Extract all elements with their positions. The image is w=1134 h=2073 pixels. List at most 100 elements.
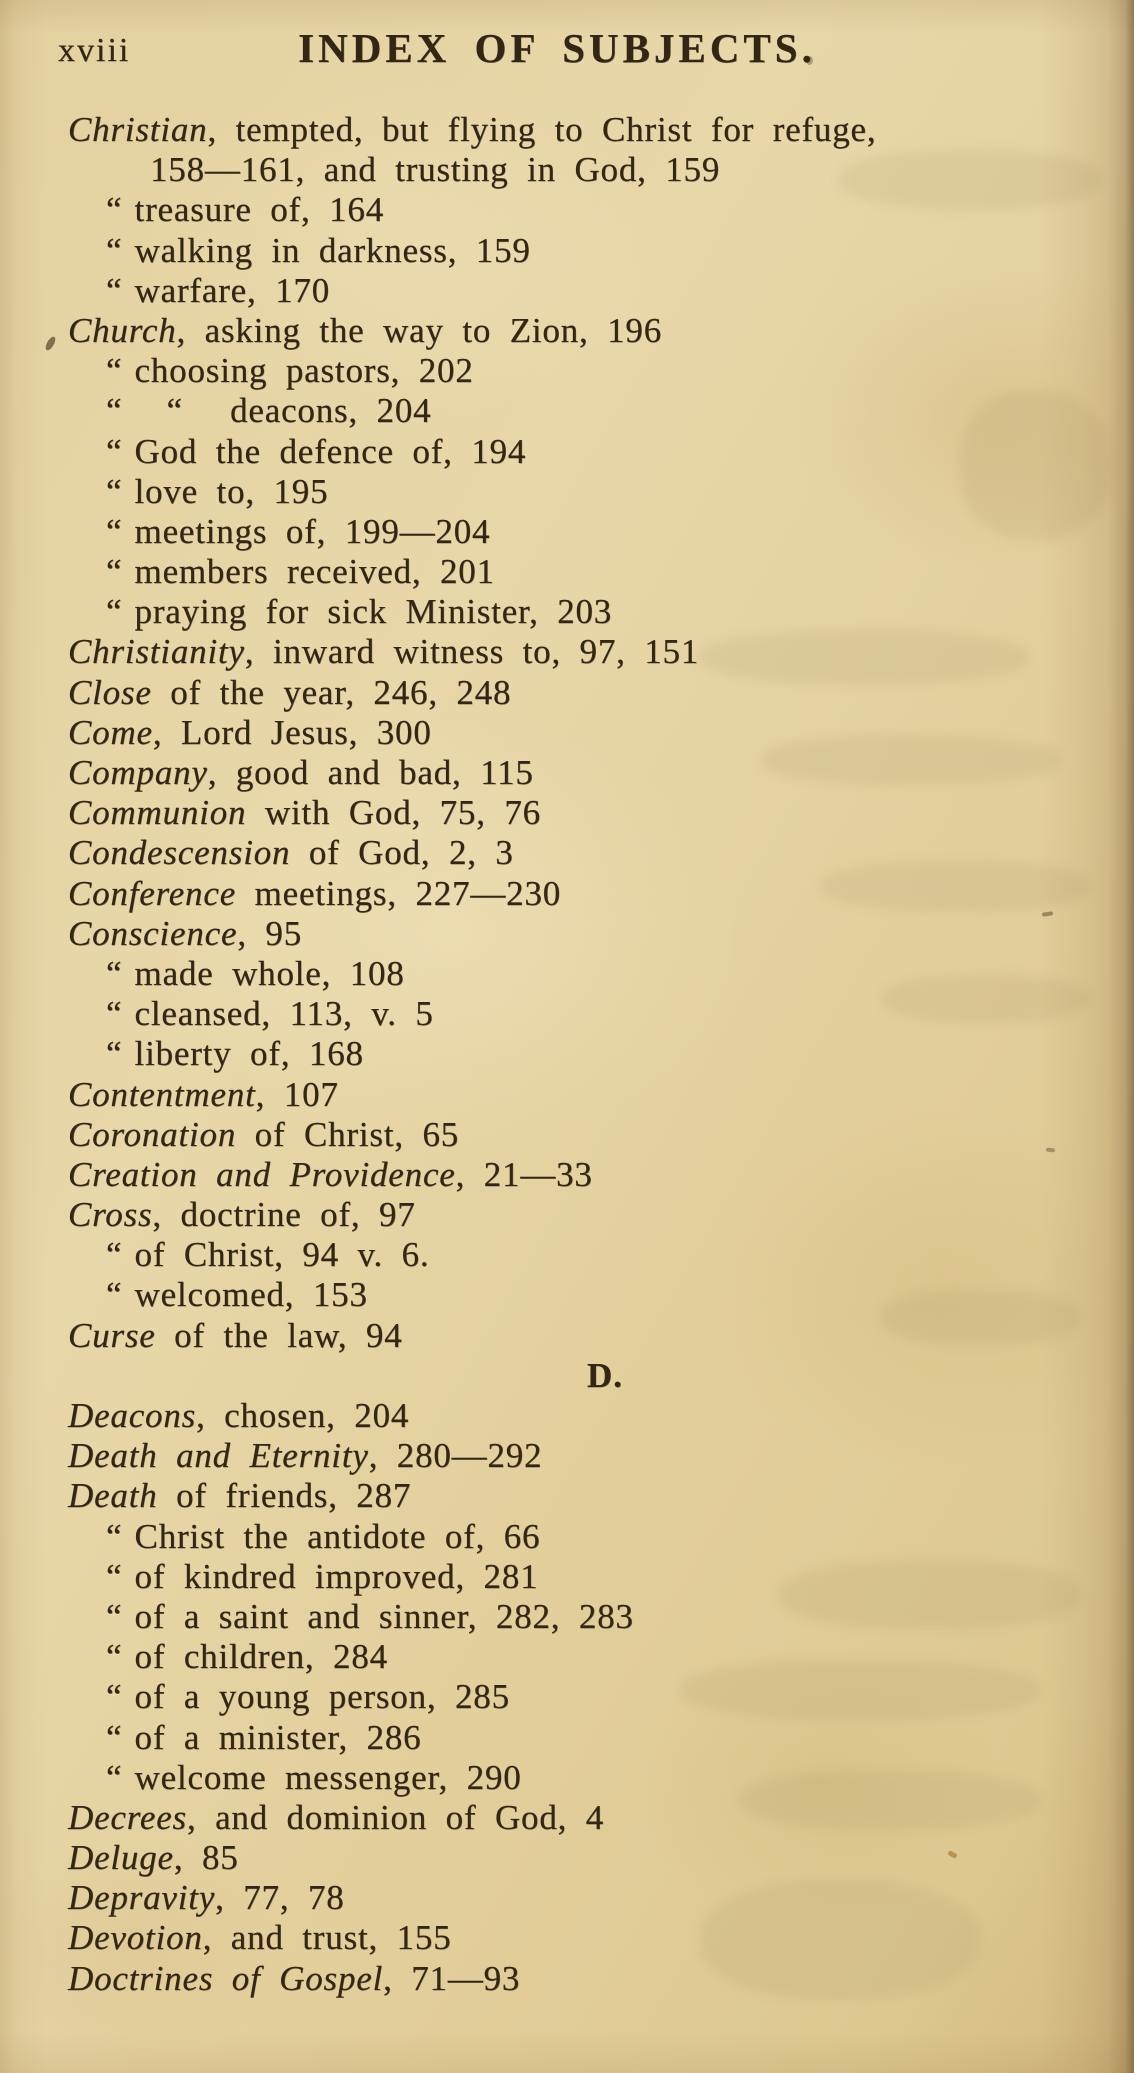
entry-text: members received, 201 — [134, 552, 495, 592]
index-entry: Conscience, 95 — [68, 914, 1094, 954]
entry-text: of a young person, 285 — [134, 1677, 510, 1717]
entry-headword: Deacons — [68, 1396, 197, 1435]
ditto-mark: “ — [106, 1717, 122, 1757]
entry-text: , and trust, 155 — [202, 1918, 452, 1958]
entry-text: meetings of, 199—204 — [134, 511, 491, 551]
entry-text: welcome messenger, 290 — [134, 1757, 522, 1797]
ditto-mark: “ — [106, 1677, 122, 1717]
index-entry: Cross, doctrine of, 97 — [68, 1195, 1094, 1235]
index-entry: “ praying for sick Minister, 203 — [68, 592, 1094, 632]
page-header: xviii INDEX OF SUBJECTS. — [0, 24, 1134, 80]
index-entry: “ “ deacons, 204 — [68, 391, 1094, 431]
entry-text: deacons, 204 — [230, 391, 432, 431]
entry-headword: Come — [68, 712, 153, 752]
entry-text: , tempted, but flying to Christ for refu… — [207, 110, 877, 149]
entry-text: , inward witness to, 97, 151 — [244, 632, 700, 672]
section-heading: D. — [586, 1355, 624, 1395]
ditto-mark: “ — [106, 351, 122, 391]
index-entry: Coronation of Christ, 65 — [68, 1115, 1094, 1155]
index-entry: “ of children, 284 — [68, 1637, 1094, 1677]
index-entry: “ walking in darkness, 159 — [68, 231, 1094, 271]
entry-text: warfare, 170 — [134, 270, 330, 310]
entry-text: , Lord Jesus, 300 — [152, 712, 432, 752]
entry-text: , 85 — [173, 1838, 239, 1878]
entry-text: , 95 — [237, 913, 303, 953]
entry-headword: Doctrines of Gospel — [68, 1958, 384, 1998]
entry-headword: Deluge — [68, 1838, 174, 1878]
entry-text: , doctrine of, 97 — [152, 1195, 416, 1235]
ditto-mark: “ — [106, 270, 122, 310]
index-entry: “ warfare, 170 — [68, 271, 1094, 311]
entry-text: of Christ, 65 — [236, 1114, 460, 1154]
index-entry: Depravity, 77, 78 — [68, 1878, 1094, 1918]
entry-text: cleansed, 113, v. 5 — [134, 994, 434, 1034]
index-entry: Doctrines of Gospel, 71—93 — [68, 1959, 1094, 1999]
ditto-mark: “ — [106, 1757, 122, 1797]
ditto-mark: “ — [106, 431, 122, 471]
index-entry: Decrees, and dominion of God, 4 — [68, 1798, 1094, 1838]
entry-text: of a saint and sinner, 282, 283 — [134, 1596, 634, 1636]
index-list: Christian, tempted, but flying to Christ… — [68, 110, 1094, 1999]
ditto-mark: “ — [106, 1556, 122, 1596]
ditto-mark: “ — [106, 1275, 122, 1315]
entry-text: , asking the way to Zion, 196 — [176, 310, 662, 350]
entry-headword: Church — [68, 310, 177, 350]
entry-headword: Condescension — [68, 833, 291, 873]
index-entry: “ welcome messenger, 290 — [68, 1758, 1094, 1798]
entry-text: liberty of, 168 — [134, 1034, 364, 1074]
ditto-mark: “ — [106, 1516, 122, 1556]
entry-text: walking in darkness, 159 — [134, 230, 531, 270]
entry-text: , 77, 78 — [215, 1878, 345, 1918]
index-entry: “ liberty of, 168 — [68, 1034, 1094, 1074]
entry-text: of the law, 94 — [155, 1315, 403, 1355]
index-entry: Christianity, inward witness to, 97, 151 — [68, 632, 1094, 672]
entry-headword: Death — [68, 1476, 158, 1516]
entry-headword: Conference — [68, 873, 237, 913]
entry-headword: Communion — [68, 793, 247, 833]
ditto-mark: “ — [106, 552, 122, 592]
entry-headword: Contentment — [68, 1074, 256, 1114]
entry-text: with God, 75, 76 — [246, 793, 541, 833]
page-title: INDEX OF SUBJECTS. — [298, 25, 816, 71]
index-entry: “ of Christ, 94 v. 6. — [68, 1235, 1094, 1275]
index-entry: Come, Lord Jesus, 300 — [68, 713, 1094, 753]
index-entry: “ cleansed, 113, v. 5 — [68, 994, 1094, 1034]
ditto-mark: “ — [106, 511, 122, 551]
index-entry: “ meetings of, 199—204 — [68, 512, 1094, 552]
entry-text: love to, 195 — [134, 471, 329, 511]
entry-headword: Cross — [68, 1195, 153, 1235]
entry-text: 158—161, and trusting in God, 159 — [150, 150, 721, 190]
entry-headword: Christianity — [68, 632, 245, 672]
index-entry: Condescension of God, 2, 3 — [68, 833, 1094, 873]
entry-headword: Devotion — [68, 1918, 203, 1958]
entry-text: of kindred improved, 281 — [134, 1556, 539, 1596]
index-entry: “ of a minister, 286 — [68, 1718, 1094, 1758]
index-entry: “ of a saint and sinner, 282, 283 — [68, 1597, 1094, 1637]
entry-headword: Depravity — [68, 1878, 216, 1918]
entry-text: of friends, 287 — [157, 1476, 412, 1516]
ditto-mark: “ — [106, 1235, 122, 1275]
entry-text: , 71—93 — [383, 1958, 521, 1998]
ditto-mark: “ — [106, 1034, 122, 1074]
index-entry: Church, asking the way to Zion, 196 — [68, 311, 1094, 351]
entry-text: God the defence of, 194 — [134, 431, 527, 471]
ditto-mark: “ — [106, 391, 122, 431]
entry-headword: Conscience — [68, 913, 238, 953]
index-entry: Conference meetings, 227—230 — [68, 874, 1094, 914]
index-entry: “ Christ the antidote of, 66 — [68, 1517, 1094, 1557]
entry-text: of God, 2, 3 — [290, 833, 514, 873]
index-entry: “ choosing pastors, 202 — [68, 351, 1094, 391]
entry-text: , 280—292 — [368, 1436, 543, 1476]
ditto-mark: “ — [106, 592, 122, 632]
index-entry: “ made whole, 108 — [68, 954, 1094, 994]
entry-headword: Company — [68, 753, 208, 792]
index-entry: “ God the defence of, 194 — [68, 432, 1094, 472]
entry-headword: Creation and Providence — [68, 1154, 456, 1194]
ditto-mark: “ — [106, 1596, 122, 1636]
entry-text: meetings, 227—230 — [236, 873, 562, 913]
entry-text: , 21—33 — [455, 1154, 593, 1194]
entry-headword: Curse — [68, 1315, 156, 1355]
entry-text: , chosen, 204 — [196, 1396, 410, 1435]
ditto-mark: “ — [106, 953, 122, 993]
